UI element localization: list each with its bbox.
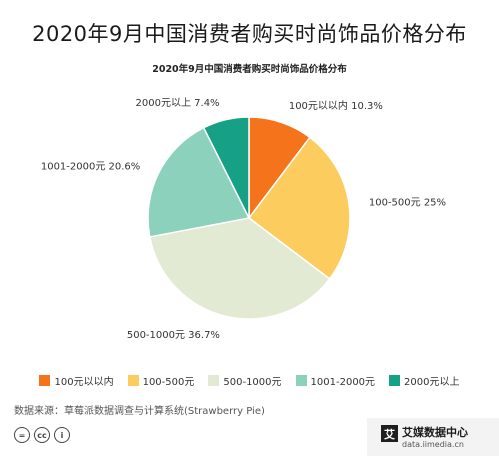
legend-swatch [295,375,307,386]
legend-item: 100-500元 [127,373,195,388]
legend-swatch [127,375,139,386]
chart-legend: 100元以以内 100-500元 500-1000元 1001-2000元 20… [0,373,499,388]
legend-label: 100元以以内 [54,377,114,388]
license-icons: = cc i [14,427,70,443]
brand-watermark: 艾 艾媒数据中心 data.iimedia.cn [367,418,499,456]
brand-url: data.iimedia.cn [402,440,464,449]
legend-swatch [208,375,220,386]
slice-label: 500-1000元 36.7% [127,330,220,341]
page-title: 2020年9月中国消费者购买时尚饰品价格分布 [32,22,467,46]
data-source: 数据来源：草莓派数据调查与计算系统(Strawberry Pie) [14,406,265,417]
pie-slice [147,126,251,238]
chart-title: 2020年9月中国消费者购买时尚饰品价格分布 [152,64,347,75]
legend-label: 1001-2000元 [310,377,376,388]
legend-item: 1001-2000元 [295,373,376,388]
pie-slice [202,116,250,219]
slice-label: 100-500元 25% [369,198,446,209]
legend-label: 100-500元 [142,377,195,388]
slice-label: 100元以以内 10.3% [289,99,383,112]
slice-label: 1001-2000元 20.6% [41,161,140,172]
creative-commons-icon: cc [34,427,50,443]
legend-swatch [389,375,401,386]
legend-label: 2000元以上 [404,377,460,388]
brand-logo-icon: 艾 [381,425,398,442]
legend-item: 100元以以内 [39,373,114,388]
slice-label: 2000元以上 7.4% [136,97,220,109]
equals-icon: = [14,427,30,443]
legend-swatch [39,375,51,386]
legend-item: 2000元以上 [389,373,460,388]
pie-slice [247,136,351,280]
legend-item: 500-1000元 [208,373,282,388]
legend-label: 500-1000元 [223,377,282,388]
pie-slice [148,217,331,320]
info-icon: i [54,427,70,443]
brand-name: 艾媒数据中心 [402,426,468,439]
